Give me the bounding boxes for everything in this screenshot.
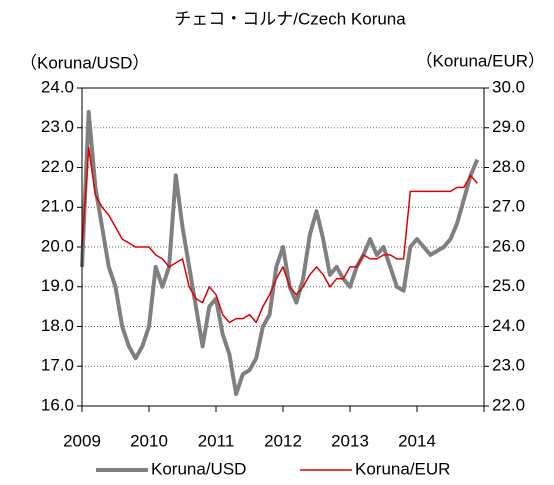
y2-tick-label: 28.0 [492,157,525,176]
y-tick-label: 18.0 [41,316,74,335]
y-tick-label: 16.0 [41,395,74,414]
y2-tick-label: 30.0 [492,77,525,96]
x-tick-label: 2014 [398,431,436,450]
y2-tick-label: 29.0 [492,117,525,136]
x-tick-label: 2013 [331,431,369,450]
legend-label: Koruna/USD [151,459,246,478]
x-tick-label: 2012 [264,431,302,450]
y-tick-label: 17.0 [41,356,74,375]
x-tick-label: 2011 [198,431,235,450]
y-tick-label: 21.0 [41,197,74,216]
y2-axis-label: （Koruna/EUR） [416,51,545,70]
y2-tick-label: 23.0 [492,356,525,375]
y2-tick-label: 26.0 [492,236,525,255]
y2-tick-label: 24.0 [492,316,525,335]
chart-title: チェコ・コルナ/Czech Koruna [174,9,406,28]
x-tick-label: 2010 [130,431,168,450]
y2-tick-label: 25.0 [492,276,525,295]
series-line [80,109,480,397]
x-tick-label: 2009 [63,431,101,450]
series-line [81,146,478,324]
y-tick-label: 23.0 [41,117,74,136]
legend-label: Koruna/EUR [355,459,450,478]
y-tick-label: 20.0 [41,236,74,255]
y-tick-label: 24.0 [41,77,74,96]
y2-tick-label: 22.0 [492,395,525,414]
y2-tick-label: 27.0 [492,197,525,216]
y-tick-label: 19.0 [41,276,74,295]
y-axis-label: （Koruna/USD） [20,53,149,72]
plot-frame [81,87,485,407]
y-tick-label: 22.0 [41,157,74,176]
